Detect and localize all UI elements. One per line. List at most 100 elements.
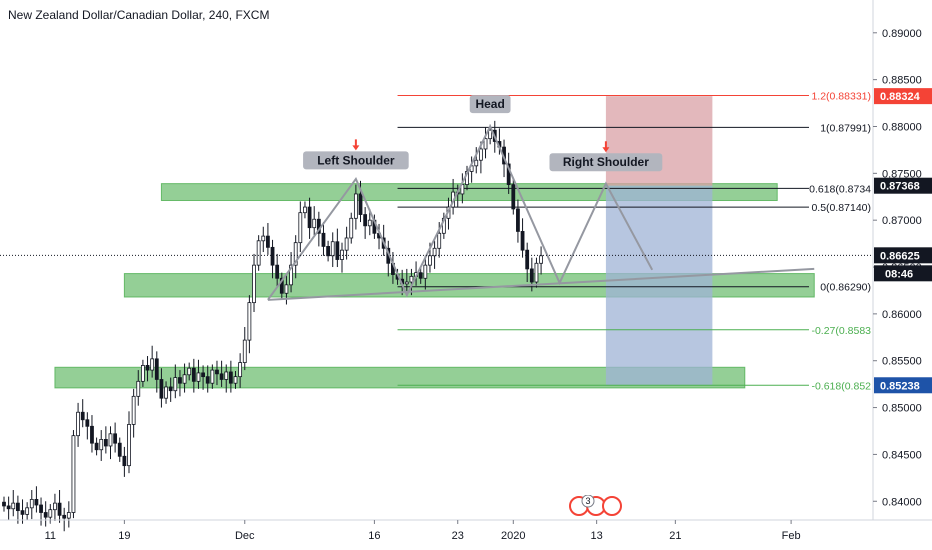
x-tick-label: 2020 — [501, 530, 525, 542]
candle-body — [43, 512, 48, 518]
candle-body — [474, 159, 479, 167]
callout-label: Right Shoulder — [563, 155, 649, 169]
x-tick-label: 19 — [118, 530, 130, 542]
fib-label: 1(0.87991) — [820, 122, 871, 134]
candle-body — [136, 380, 141, 397]
candle-body — [353, 193, 358, 219]
candle-body — [99, 439, 104, 451]
candle-body — [478, 148, 483, 161]
callout-box — [469, 95, 511, 114]
head-and-shoulders-pattern[interactable] — [267, 124, 815, 301]
candle-body — [154, 358, 159, 380]
candle-body — [113, 433, 118, 444]
candle-body — [279, 277, 284, 294]
candle-body — [284, 284, 289, 294]
candle-body — [516, 208, 520, 232]
candle-body — [224, 371, 229, 380]
candle-body — [39, 504, 43, 513]
candle-body — [71, 435, 76, 513]
candle-body — [534, 262, 539, 283]
candle-body — [196, 372, 201, 382]
down-arrow-icon — [352, 139, 360, 151]
stop-loss-area — [605, 96, 713, 186]
candle-body — [94, 442, 99, 451]
candle-body — [511, 184, 516, 210]
candle-body — [48, 509, 53, 518]
y-tick-label: 0.89000 — [882, 28, 922, 40]
candle-body — [293, 242, 298, 266]
y-tick-label: 0.84500 — [882, 449, 922, 461]
candle-body — [29, 498, 34, 509]
candle-body — [191, 367, 196, 382]
candle-body — [335, 241, 340, 260]
candle-body — [15, 502, 20, 512]
candle-body — [340, 249, 344, 260]
candle-body — [303, 206, 307, 214]
fib-label: 0.618(0.8734 — [809, 183, 871, 195]
candle-body — [103, 439, 108, 447]
candle-body — [145, 365, 150, 371]
candle-body — [418, 272, 423, 279]
x-tick-label: 16 — [368, 530, 380, 542]
candle-body — [90, 425, 94, 444]
x-tick-label: 11 — [45, 530, 56, 542]
fib-label: 0.5(0.87140) — [811, 202, 871, 214]
fib-label: 0(0.86290) — [820, 282, 871, 294]
candle-body — [62, 514, 67, 519]
candle-body — [117, 442, 122, 457]
x-tick-label: Dec — [235, 530, 255, 542]
candle-body — [178, 377, 182, 384]
candle-body — [270, 246, 275, 266]
candle-body — [432, 247, 437, 257]
axes — [0, 0, 932, 521]
y-tick-label: 0.87500 — [882, 168, 922, 180]
y-tick-label: 0.88500 — [882, 75, 922, 87]
candle-body — [483, 138, 488, 150]
candle-body — [529, 268, 534, 283]
candle-body — [298, 212, 303, 244]
price-tag-label: 0.88324 — [880, 91, 921, 103]
price-tags: 0.88324 0.87368 0.86625 0.85238 08:46 — [874, 88, 932, 394]
candle-body — [233, 376, 238, 384]
candle-body — [219, 373, 224, 380]
event-count: 3 — [585, 496, 590, 506]
take-profit-area — [605, 185, 713, 386]
candle-body — [108, 433, 113, 447]
candle-body — [437, 232, 442, 249]
pattern-callouts: Left Shoulder Head Right Shoulder — [303, 95, 663, 172]
candlestick-series — [2, 120, 543, 532]
y-axis-ticks: 0.840000.845000.850000.855000.860000.865… — [873, 28, 922, 508]
candle-body — [525, 249, 530, 270]
event-flag-icon — [602, 496, 622, 516]
price-tag-label: 0.87368 — [880, 181, 920, 193]
price-tag-box — [874, 247, 932, 264]
candle-body — [205, 376, 210, 384]
candle-body — [25, 507, 30, 515]
candle-body — [520, 231, 525, 251]
candle-body — [140, 365, 145, 382]
callout-box — [549, 153, 663, 172]
fibonacci-levels[interactable]: 1.2(0.88331) 1(0.87991) 0.618(0.8734 0.5(0.… — [397, 90, 872, 392]
x-axis-ticks: 11 19 Dec 16 23 2020 13 21 Feb — [45, 520, 801, 542]
candle-body — [80, 411, 85, 421]
candle-body — [20, 510, 25, 515]
candle-body — [6, 505, 11, 510]
candle-body — [201, 372, 205, 378]
candle-body — [326, 246, 331, 257]
callout-box — [303, 151, 409, 170]
candle-body — [76, 411, 80, 437]
short-position-box[interactable] — [605, 96, 713, 386]
candle-body — [289, 264, 293, 286]
candle-body — [85, 419, 90, 427]
down-arrow-icon — [602, 141, 610, 153]
candle-body — [349, 217, 354, 239]
candle-body — [404, 281, 409, 285]
economic-events-badge[interactable]: 3 — [566, 495, 630, 517]
candle-body — [215, 369, 219, 375]
candle-body — [266, 235, 270, 248]
price-tag-box — [874, 377, 932, 394]
candle-body — [242, 339, 247, 363]
candle-body — [330, 241, 335, 257]
candle-body — [122, 455, 127, 467]
